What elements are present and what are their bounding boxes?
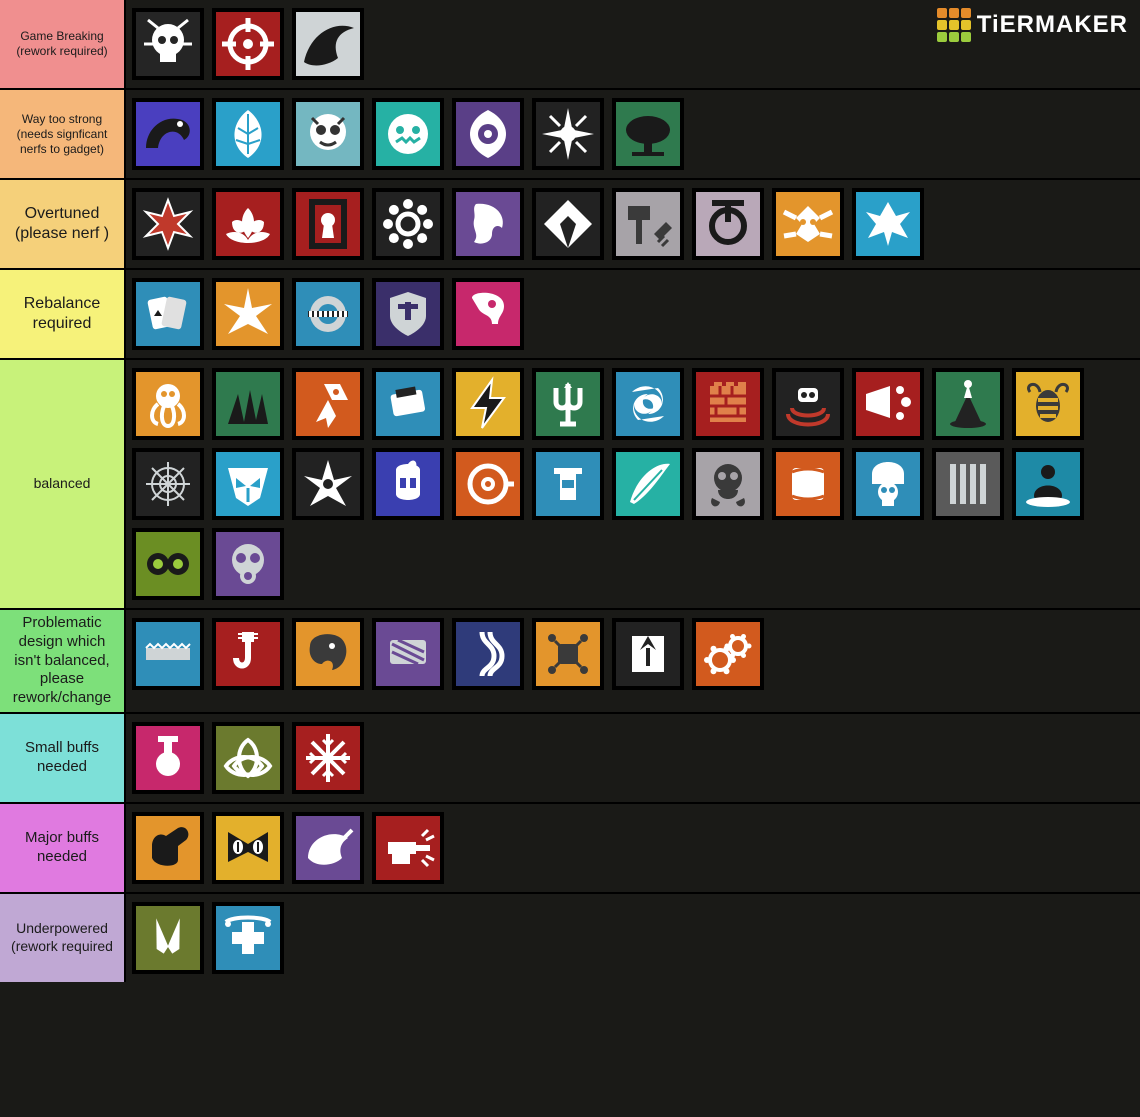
tier-row: Small buffs needed bbox=[0, 712, 1140, 802]
op-burst-star[interactable] bbox=[212, 278, 284, 350]
op-mask-v[interactable] bbox=[212, 448, 284, 520]
op-cat-eyes[interactable] bbox=[212, 812, 284, 884]
tier-label[interactable]: Underpowered (rework required bbox=[0, 894, 126, 982]
op-warp-swirl[interactable] bbox=[612, 368, 684, 440]
op-hammer-spark[interactable] bbox=[612, 188, 684, 260]
op-saw-bar[interactable] bbox=[132, 618, 204, 690]
tier-row: Rebalance required bbox=[0, 268, 1140, 358]
tier-row: Problematic design which isn't balanced,… bbox=[0, 608, 1140, 712]
op-goggles[interactable] bbox=[132, 528, 204, 600]
op-gear-balls[interactable] bbox=[372, 188, 444, 260]
op-web[interactable] bbox=[132, 448, 204, 520]
op-volcano[interactable] bbox=[932, 368, 1004, 440]
op-kraken[interactable] bbox=[132, 368, 204, 440]
op-skull-scream[interactable] bbox=[132, 8, 204, 80]
op-checker-ring[interactable] bbox=[292, 278, 364, 350]
tier-label[interactable]: Small buffs needed bbox=[0, 714, 126, 802]
op-diamond-bolt[interactable] bbox=[532, 188, 604, 260]
op-feather-burst[interactable] bbox=[212, 98, 284, 170]
tier-items[interactable] bbox=[126, 270, 1140, 358]
op-spartan[interactable] bbox=[372, 448, 444, 520]
op-gas-skull[interactable] bbox=[692, 448, 764, 520]
op-knives[interactable] bbox=[132, 902, 204, 974]
op-shuriken[interactable] bbox=[292, 448, 364, 520]
op-medic-cross[interactable] bbox=[212, 902, 284, 974]
op-trident[interactable] bbox=[532, 368, 604, 440]
op-scope-eye[interactable] bbox=[452, 448, 524, 520]
tier-label[interactable]: Major buffs needed bbox=[0, 804, 126, 892]
op-vampire-glasses[interactable] bbox=[292, 98, 364, 170]
tier-items[interactable] bbox=[126, 90, 1140, 178]
op-eye-swirl[interactable] bbox=[452, 98, 524, 170]
tier-row: Underpowered (rework required bbox=[0, 892, 1140, 982]
op-red-spray[interactable] bbox=[852, 368, 924, 440]
op-rocket[interactable] bbox=[292, 368, 364, 440]
tier-items[interactable] bbox=[126, 714, 1140, 802]
op-gasmask[interactable] bbox=[212, 528, 284, 600]
tier-row: Overtuned (please nerf ) bbox=[0, 178, 1140, 268]
op-tree-cloud[interactable] bbox=[612, 98, 684, 170]
op-ace-cards[interactable] bbox=[132, 278, 204, 350]
tier-items[interactable] bbox=[126, 804, 1140, 892]
watermark-text: TiERMAKER bbox=[977, 11, 1128, 39]
tier-items[interactable] bbox=[126, 360, 1140, 608]
op-turret[interactable] bbox=[372, 812, 444, 884]
tier-label[interactable]: Way too strong (needs signficant nerfs t… bbox=[0, 90, 126, 178]
op-compass-star[interactable] bbox=[532, 98, 604, 170]
op-winged-owl[interactable] bbox=[772, 188, 844, 260]
op-bars[interactable] bbox=[932, 448, 1004, 520]
tier-items[interactable] bbox=[126, 610, 1140, 712]
op-skull-magenta[interactable] bbox=[452, 278, 524, 350]
op-shield-t[interactable] bbox=[372, 278, 444, 350]
tier-items[interactable] bbox=[126, 180, 1140, 268]
op-vest[interactable] bbox=[532, 448, 604, 520]
tier-items[interactable] bbox=[126, 894, 1140, 982]
op-claw-grass[interactable] bbox=[212, 368, 284, 440]
op-rhino-shadow[interactable] bbox=[292, 8, 364, 80]
tier-row: Way too strong (needs signficant nerfs t… bbox=[0, 88, 1140, 178]
op-suit-tie[interactable] bbox=[612, 618, 684, 690]
op-patch[interactable] bbox=[772, 448, 844, 520]
op-domed-skull[interactable] bbox=[852, 448, 924, 520]
tier-list: TiERMAKER Game Breaking (rework required… bbox=[0, 0, 1140, 982]
op-keyhole[interactable] bbox=[292, 188, 364, 260]
tier-row: Major buffs needed bbox=[0, 802, 1140, 892]
op-power-button[interactable] bbox=[692, 188, 764, 260]
op-lightning[interactable] bbox=[452, 368, 524, 440]
op-red-spike[interactable] bbox=[132, 188, 204, 260]
op-piston[interactable] bbox=[132, 722, 204, 794]
op-dragon-smoke[interactable] bbox=[132, 98, 204, 170]
op-grin-robot[interactable] bbox=[372, 98, 444, 170]
op-lotus[interactable] bbox=[212, 188, 284, 260]
op-rope[interactable] bbox=[452, 618, 524, 690]
op-rhino-small[interactable] bbox=[292, 812, 364, 884]
tier-label[interactable]: Overtuned (please nerf ) bbox=[0, 180, 126, 268]
op-crosshair[interactable] bbox=[212, 8, 284, 80]
op-triquetra[interactable] bbox=[212, 722, 284, 794]
op-breach-clip[interactable] bbox=[372, 368, 444, 440]
op-circuit[interactable] bbox=[532, 618, 604, 690]
watermark: TiERMAKER bbox=[937, 8, 1128, 42]
op-phoenix[interactable] bbox=[852, 188, 924, 260]
op-gears[interactable] bbox=[692, 618, 764, 690]
op-drone-scan[interactable] bbox=[772, 368, 844, 440]
op-fist[interactable] bbox=[132, 812, 204, 884]
tier-label[interactable]: Game Breaking (rework required) bbox=[0, 0, 126, 88]
op-bee[interactable] bbox=[1012, 368, 1084, 440]
tier-row: balanced bbox=[0, 358, 1140, 608]
tier-label[interactable]: balanced bbox=[0, 360, 126, 608]
op-profile-face[interactable] bbox=[452, 188, 524, 260]
op-meditate[interactable] bbox=[1012, 448, 1084, 520]
watermark-grid-icon bbox=[937, 8, 971, 42]
op-snowflake[interactable] bbox=[292, 722, 364, 794]
op-castle-wall[interactable] bbox=[692, 368, 764, 440]
op-feather-quill[interactable] bbox=[612, 448, 684, 520]
op-hook[interactable] bbox=[212, 618, 284, 690]
op-lion[interactable] bbox=[292, 618, 364, 690]
tier-label[interactable]: Problematic design which isn't balanced,… bbox=[0, 610, 126, 712]
op-riot-shield[interactable] bbox=[372, 618, 444, 690]
tier-label[interactable]: Rebalance required bbox=[0, 270, 126, 358]
